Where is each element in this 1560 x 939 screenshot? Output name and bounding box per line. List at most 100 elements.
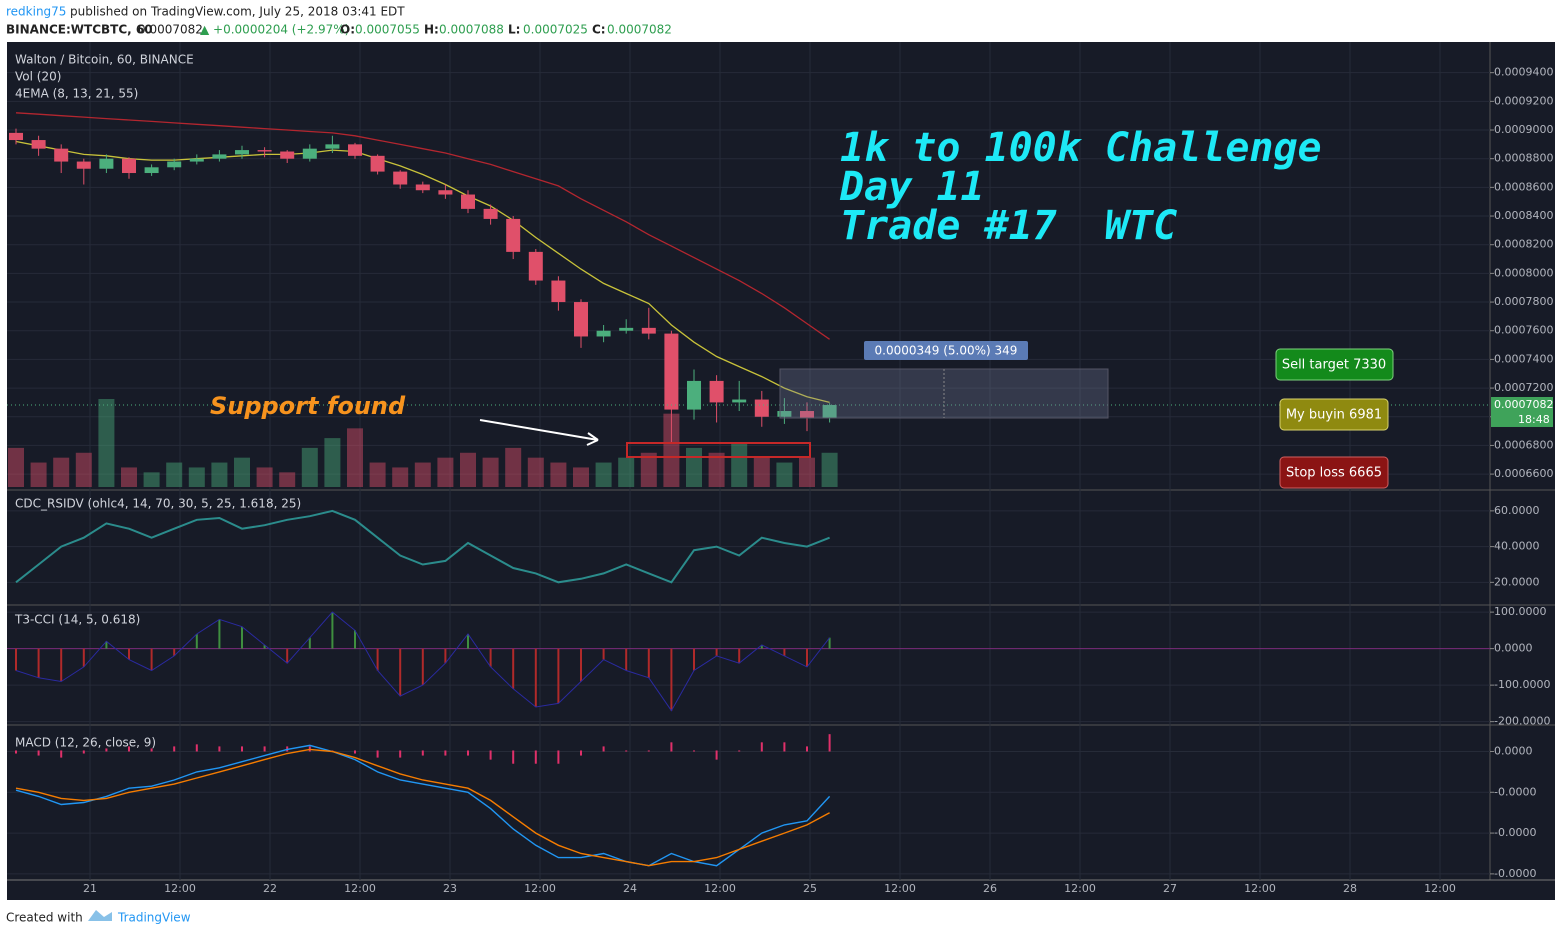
cci-bar bbox=[693, 648, 695, 671]
volume-bar bbox=[708, 452, 725, 487]
cci-bar bbox=[602, 648, 605, 660]
volume-bar bbox=[618, 457, 635, 487]
y-tick-label: 0.0009400 bbox=[1494, 66, 1554, 79]
y-tick-label: 0.0007400 bbox=[1494, 352, 1554, 365]
headline: Day 11 bbox=[839, 164, 985, 210]
y-tick-label: -100.0000 bbox=[1494, 678, 1550, 691]
volume-bar bbox=[121, 467, 137, 487]
volume-bar bbox=[279, 472, 296, 487]
candle-body bbox=[664, 333, 679, 410]
y-tick-label: 0.0007800 bbox=[1494, 295, 1554, 308]
candle-body bbox=[257, 150, 272, 152]
volume-bar bbox=[640, 452, 657, 487]
candle-body bbox=[212, 154, 227, 159]
macd-hist bbox=[693, 750, 695, 752]
y-tick-label: 0.0006600 bbox=[1494, 467, 1554, 480]
author[interactable]: redking75 bbox=[6, 5, 66, 19]
cci-outline bbox=[15, 611, 830, 712]
macd-hist bbox=[670, 742, 673, 752]
candle-body bbox=[302, 148, 317, 159]
x-tick-label: 12:00 bbox=[1244, 882, 1276, 895]
ohlc-label: H: bbox=[424, 23, 439, 37]
y-tick-label: 0.0006800 bbox=[1494, 438, 1554, 451]
macd-hist bbox=[444, 750, 447, 756]
volume-bar bbox=[573, 467, 589, 487]
published: published on TradingView.com, July 25, 2… bbox=[70, 5, 405, 19]
measure-label: 0.0000349 (5.00%) 349 bbox=[875, 344, 1018, 358]
candle-body bbox=[348, 144, 362, 156]
macd-hist bbox=[557, 750, 560, 764]
macd-hist bbox=[467, 750, 469, 756]
candle-body bbox=[235, 150, 249, 155]
y-tick-label: 0.0008000 bbox=[1494, 266, 1554, 279]
macd-hist bbox=[602, 746, 605, 752]
macd-hist bbox=[150, 748, 153, 752]
x-tick-label: 12:00 bbox=[704, 882, 736, 895]
y-tick-label: -0.0000 bbox=[1494, 785, 1536, 798]
x-tick-label: 12:00 bbox=[884, 882, 916, 895]
macd-hist bbox=[376, 750, 379, 758]
cci-bar bbox=[399, 648, 402, 697]
volume-bar bbox=[8, 447, 24, 487]
y-tick-label: 20.0000 bbox=[1494, 575, 1540, 588]
stop-loss-box bbox=[1279, 456, 1389, 489]
candle-body bbox=[144, 167, 159, 174]
created-with: Created with bbox=[6, 911, 83, 925]
volume-title: Vol (20) bbox=[15, 70, 61, 84]
macd-hist bbox=[60, 750, 63, 758]
cci-bar bbox=[534, 648, 537, 708]
cci-bar bbox=[376, 648, 379, 671]
candle-body bbox=[528, 251, 543, 281]
brand[interactable]: TradingView bbox=[117, 911, 191, 925]
volume-bar bbox=[505, 447, 522, 487]
y-tick-label: -0.0000 bbox=[1494, 867, 1536, 880]
volume-bar bbox=[53, 457, 70, 487]
y-tick-label: 40.0000 bbox=[1494, 540, 1540, 553]
logo bbox=[88, 910, 112, 921]
volume-bar bbox=[482, 457, 499, 487]
cci-bar bbox=[738, 648, 741, 664]
support-box bbox=[626, 442, 811, 458]
headline: 1k to 100k Challenge bbox=[840, 125, 1322, 171]
cci-bar bbox=[670, 648, 673, 711]
macd-line bbox=[15, 748, 830, 867]
volume-bar bbox=[414, 462, 431, 487]
cci-bar bbox=[218, 619, 221, 649]
macd-hist bbox=[760, 742, 763, 752]
ohlc-label: C: bbox=[592, 23, 606, 37]
candle-body bbox=[122, 158, 136, 174]
candle-body bbox=[415, 184, 430, 191]
cci-bar bbox=[173, 648, 176, 656]
y-tick-label: -0.0000 bbox=[1494, 826, 1536, 839]
x-tick-label: 27 bbox=[1163, 882, 1177, 895]
candle-body bbox=[483, 208, 498, 219]
ohlc-label: O: bbox=[340, 23, 355, 37]
symbol: BINANCE:WTCBTC, 60 bbox=[6, 23, 153, 37]
cci-bar bbox=[421, 648, 424, 686]
volume-bar bbox=[550, 462, 567, 487]
macd-hist bbox=[647, 750, 650, 752]
cci-bar bbox=[444, 648, 447, 664]
cci-title: T3-CCI (14, 5, 0.618) bbox=[14, 613, 140, 627]
macd-hist bbox=[399, 750, 402, 758]
pane-title: Walton / Bitcoin, 60, BINANCE bbox=[15, 53, 194, 67]
volume-bar bbox=[75, 452, 92, 487]
macd-hist bbox=[105, 748, 108, 752]
candle-body bbox=[167, 161, 182, 168]
candle-body bbox=[461, 194, 475, 209]
last-price-tag bbox=[1491, 396, 1553, 427]
ohlc-value: 0.0007082 bbox=[607, 23, 672, 37]
cci-bar bbox=[828, 637, 831, 649]
candle-body bbox=[99, 158, 114, 169]
volume-bar bbox=[595, 462, 612, 487]
volume-bar bbox=[211, 462, 228, 487]
y-tick-label: 0.0008400 bbox=[1494, 209, 1554, 222]
candle-body bbox=[370, 155, 385, 172]
ohlc-value: 0.0007088 bbox=[439, 23, 504, 37]
stop-loss: Stop loss 6665 bbox=[1286, 466, 1382, 481]
macd-hist bbox=[82, 750, 85, 754]
cci-bar bbox=[557, 648, 560, 704]
cci-bar bbox=[263, 644, 266, 649]
y-tick-label: 0.0009200 bbox=[1494, 94, 1554, 107]
